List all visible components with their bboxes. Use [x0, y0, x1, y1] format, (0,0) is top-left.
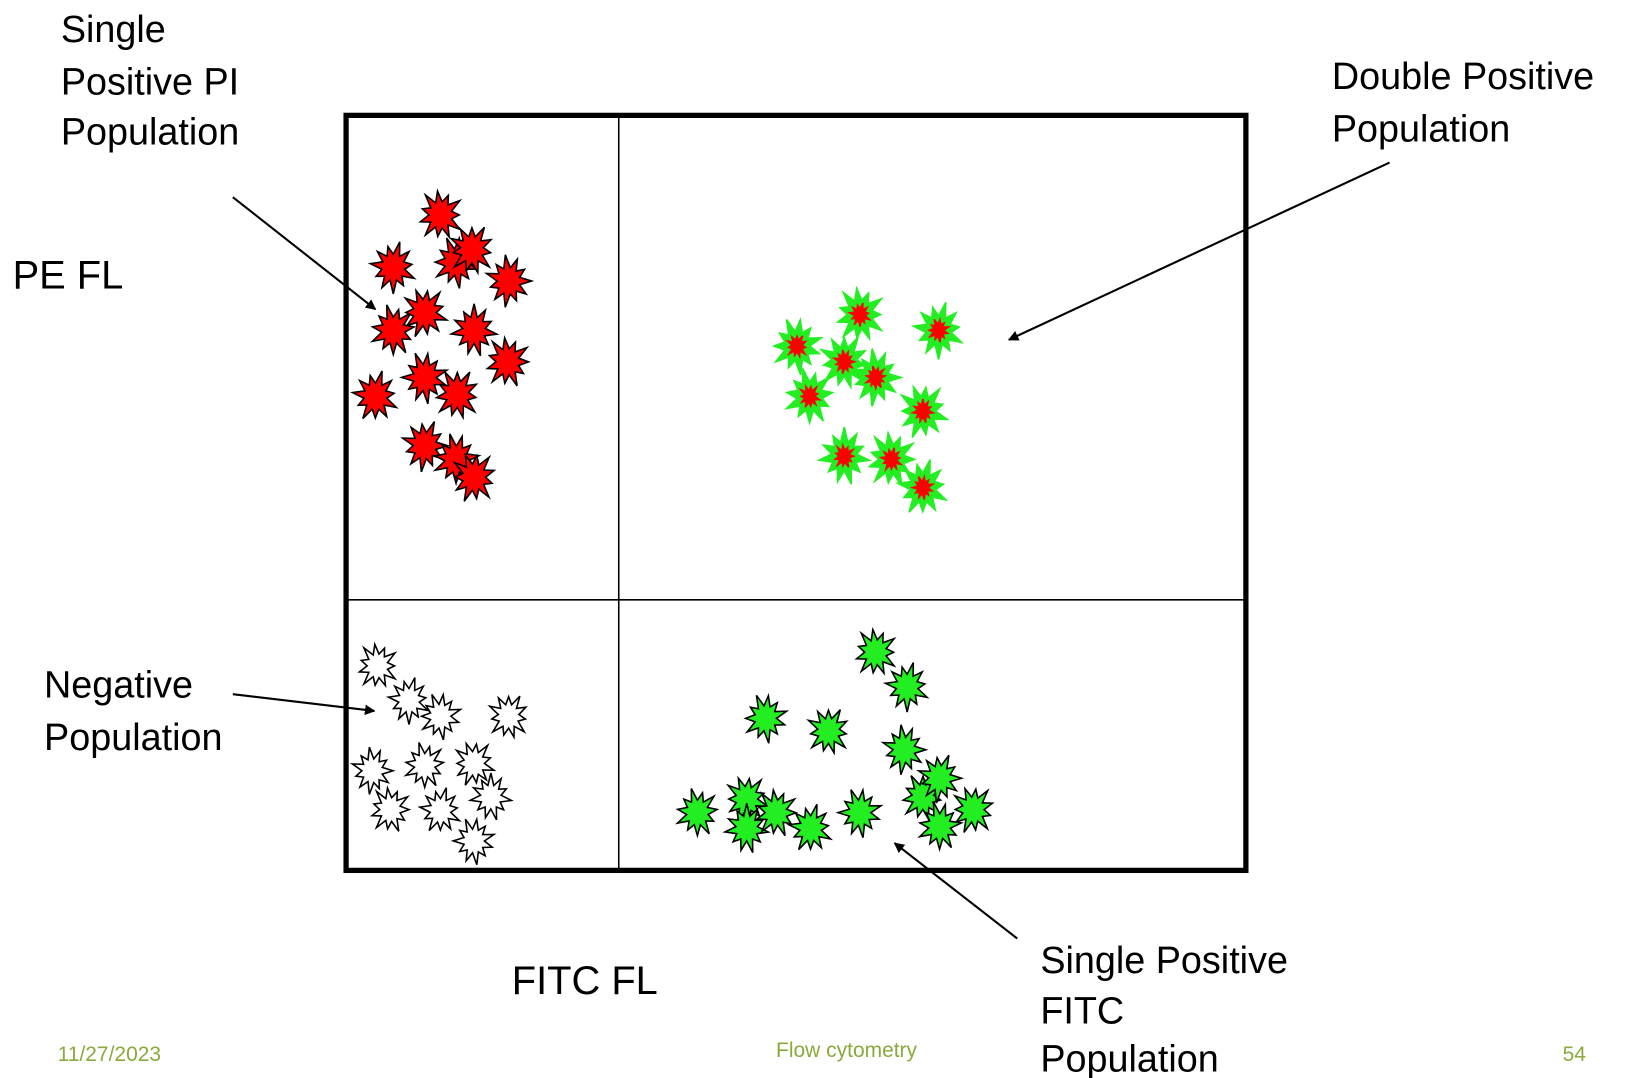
fitc-cell [754, 787, 799, 837]
double-cell-core [878, 447, 904, 473]
label-negative: Negative Population [44, 663, 222, 757]
label-line: Negative [44, 663, 193, 705]
pi-cell [432, 433, 482, 487]
fitc-cell [675, 788, 720, 839]
label-line: Double Positive [1332, 55, 1594, 97]
pi-cell [434, 370, 479, 421]
footer-title: Flow cytometry [776, 1039, 917, 1062]
pi-cell [448, 225, 494, 276]
plot-frame [343, 112, 1249, 873]
pi-cell [402, 288, 450, 338]
negative-cell [385, 677, 431, 725]
pi-cell [483, 254, 535, 308]
negative-cell [403, 742, 446, 791]
pi-cell [448, 303, 500, 357]
cells [349, 188, 995, 865]
fitc-cell [917, 801, 964, 853]
arrow [1007, 161, 1390, 341]
fitc-cell [786, 803, 834, 852]
fitc-cell [880, 724, 929, 776]
label-line: Population [1332, 108, 1510, 150]
double-cell-core [831, 349, 858, 374]
footer-date: 11/27/2023 [58, 1043, 161, 1066]
negative-cell [487, 694, 528, 740]
negative-cell [369, 785, 412, 832]
label-line: Positive PI [61, 60, 239, 102]
label-line: Population [44, 716, 222, 758]
negative-cell [467, 772, 514, 821]
label-line: Single [61, 8, 166, 50]
double-cell-core [833, 442, 856, 469]
pi-cell [349, 370, 399, 421]
label-single-positive-pi: Single Positive PI Population [61, 8, 250, 153]
pi-cell [367, 241, 417, 295]
double-cell-core [863, 365, 888, 392]
pi-cell [485, 335, 531, 387]
double-cell-core [909, 474, 936, 500]
pi-cell [369, 304, 417, 358]
negative-cell [419, 691, 463, 741]
label-line: Population [1040, 1038, 1218, 1078]
fitc-cell [882, 662, 930, 713]
fitc-cell [743, 692, 790, 744]
double-cell-core [798, 383, 823, 409]
fitc-cell [725, 775, 771, 823]
arrow [893, 842, 1018, 940]
fitc-cell [835, 787, 884, 838]
label-double-positive: Double Positive Population [1332, 55, 1605, 149]
double-cell-core [847, 302, 872, 327]
arrow [232, 693, 376, 716]
fitc-cell [952, 786, 995, 833]
x-axis-label: FITC FL [512, 959, 658, 1003]
double-cell-core [785, 334, 808, 360]
fitc-cell [806, 707, 849, 756]
negative-cell [450, 816, 497, 865]
double-cell-core [909, 398, 936, 425]
arrow [232, 196, 377, 311]
pi-cell [399, 350, 450, 405]
negative-cell [417, 787, 462, 833]
y-axis-label: PE FL [13, 253, 124, 297]
fitc-cell [854, 626, 897, 676]
negative-cell [349, 746, 396, 795]
fitc-cell [722, 803, 772, 854]
pi-cell [418, 188, 463, 240]
label-line: Population [61, 111, 239, 153]
label-line: Single Positive [1040, 939, 1288, 981]
negative-cell [357, 641, 398, 689]
arrows [232, 161, 1390, 940]
footer-page: 54 [1563, 1043, 1587, 1066]
label-line: FITC [1040, 989, 1124, 1031]
negative-cell [454, 741, 497, 786]
double-cell-core [926, 316, 952, 343]
pi-cell [452, 452, 497, 502]
label-single-positive-fitc: Single Positive FITC Population [1040, 939, 1298, 1078]
fitc-cell [916, 754, 965, 804]
